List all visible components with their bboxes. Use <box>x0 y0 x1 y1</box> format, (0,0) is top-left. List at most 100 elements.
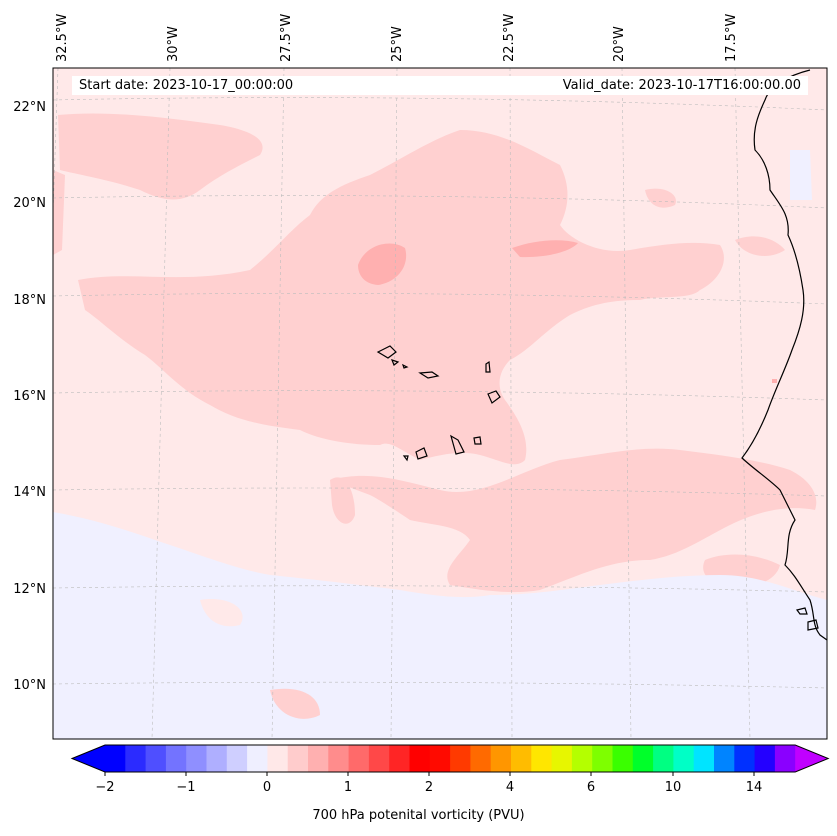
colorbar-swatch <box>592 745 614 772</box>
colorbar <box>70 744 830 776</box>
lat-gridline-14 <box>53 487 827 497</box>
lon-label: 32.5°W <box>55 14 70 62</box>
pv-strong-patch-1 <box>358 243 407 285</box>
pv-northwest-band <box>58 113 263 200</box>
colorbar-swatch <box>774 745 796 772</box>
pv-main-blob <box>78 130 724 465</box>
colorbar-swatch <box>571 745 593 772</box>
latitude-labels: 22°N 20°N 18°N 16°N 14°N 12°N 10°N <box>13 100 46 693</box>
pv-west-edge <box>53 170 65 255</box>
colorbar-tick-label: 1 <box>344 780 352 795</box>
lat-label: 16°N <box>13 389 46 404</box>
longitude-labels: 32.5°W 30°W 27.5°W 25°W 22.5°W 20°W 17.5… <box>55 14 739 62</box>
colorbar-tick-label: 10 <box>665 780 682 795</box>
pv-negative-patch-east <box>790 150 812 200</box>
lon-label: 22.5°W <box>502 14 517 62</box>
colorbar-tick-label: 4 <box>506 780 514 795</box>
colorbar-extend-high <box>795 745 829 772</box>
lat-label: 22°N <box>13 100 46 115</box>
colorbar-tick-label: −1 <box>176 780 195 795</box>
colorbar-label: 700 hPa potenital vorticity (PVU) <box>312 808 525 823</box>
colorbar-swatch <box>612 745 634 772</box>
lon-gridline-25 <box>390 68 398 739</box>
pv-small-patch-5 <box>445 393 500 414</box>
start-date-text: Start date: 2023-10-17_00:00:00 <box>79 78 294 93</box>
colorbar-swatch <box>714 745 735 772</box>
colorbar-swatch <box>470 745 492 772</box>
cape-verde-fogo <box>415 447 428 460</box>
pv-small-patch-3 <box>645 188 676 208</box>
lat-label: 10°N <box>13 678 46 693</box>
lat-label: 18°N <box>13 293 46 308</box>
pv-southeast-band <box>330 448 817 593</box>
colorbar-tick-label: 2 <box>425 780 433 795</box>
colorbar-swatch <box>145 745 167 772</box>
bijagos-island-1 <box>795 607 808 615</box>
colorbar-swatch <box>105 745 126 772</box>
lat-gridline-20 <box>53 195 827 209</box>
colorbar-tick-label: 0 <box>263 780 271 795</box>
colorbar-swatch <box>450 745 471 772</box>
pv-strong-patch-3 <box>772 379 777 383</box>
lon-gridline-30 <box>151 68 171 739</box>
cape-verde-sao-vicente <box>390 359 400 366</box>
colorbar-swatch <box>673 745 695 772</box>
lon-label: 27.5°W <box>279 14 294 62</box>
colorbar-swatch <box>693 745 715 772</box>
pv-strong-patch-2 <box>512 240 578 258</box>
pv-small-patch-1 <box>330 477 355 524</box>
lat-gridline-18 <box>53 293 827 305</box>
colorbar-tick-label: 14 <box>746 780 763 795</box>
cape-verde-sal <box>485 360 491 373</box>
cape-verde-santo-antao <box>376 345 397 359</box>
cape-verde-maio <box>473 436 482 445</box>
colorbar-swatch <box>247 745 268 772</box>
date-banner: Start date: 2023-10-17_00:00:00 Valid_da… <box>72 76 808 95</box>
colorbar-swatch <box>490 745 512 772</box>
pv-positive-regions <box>53 113 817 593</box>
colorbar-swatch <box>287 745 309 772</box>
colorbar-extend-low <box>72 745 105 772</box>
map-field <box>53 68 827 739</box>
lat-label: 14°N <box>13 485 46 500</box>
lon-gridline-17-5 <box>734 68 751 739</box>
lon-gridline-22-5 <box>509 68 513 739</box>
colorbar-swatch <box>734 745 756 772</box>
cape-verde-santiago <box>450 434 465 455</box>
lon-label: 25°W <box>390 26 405 62</box>
colorbar-swatch <box>632 745 654 772</box>
lat-label: 12°N <box>13 582 46 597</box>
pv-southwest-patch <box>200 599 243 627</box>
colorbar-swatch <box>429 745 451 772</box>
lon-label: 17.5°W <box>724 14 739 62</box>
lat-gridline-22 <box>53 97 827 111</box>
colorbar-swatch <box>551 745 573 772</box>
cape-verde-boa-vista <box>487 390 501 404</box>
colorbar-swatch <box>186 745 208 772</box>
coastlines <box>376 69 827 641</box>
colorbar-swatch <box>226 745 248 772</box>
colorbar-tick-labels: −2 −1 0 1 2 4 6 10 14 <box>95 780 762 795</box>
colorbar-swatch <box>165 745 187 772</box>
colorbar-tick-label: −2 <box>95 780 114 795</box>
colorbar-swatch <box>125 745 147 772</box>
cape-verde-santa-luzia <box>401 363 409 369</box>
lon-gridline-27-5 <box>271 68 285 739</box>
pv-south-blob <box>270 688 320 719</box>
colorbar-swatch <box>409 745 431 772</box>
pv-small-patch-4 <box>735 236 785 256</box>
colorbar-swatch <box>308 745 329 772</box>
africa-coastline <box>741 69 827 641</box>
colorbar-swatch <box>267 745 289 772</box>
map-frame <box>52 67 828 740</box>
lat-gridline-12 <box>53 585 827 593</box>
lon-label: 30°W <box>166 26 181 62</box>
colorbar-swatch <box>328 745 350 772</box>
cape-verde-sao-nicolau <box>418 371 440 379</box>
lat-label: 20°N <box>13 196 46 211</box>
colorbar-swatch <box>531 745 553 772</box>
lat-gridline-10 <box>53 681 827 689</box>
lon-gridline-20 <box>621 68 632 739</box>
pv-strong-regions <box>358 240 777 383</box>
